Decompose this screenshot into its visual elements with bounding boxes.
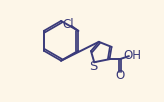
Text: S: S [90, 60, 98, 73]
Text: O: O [115, 69, 125, 82]
Text: OH: OH [123, 49, 141, 62]
Text: Cl: Cl [62, 18, 74, 31]
